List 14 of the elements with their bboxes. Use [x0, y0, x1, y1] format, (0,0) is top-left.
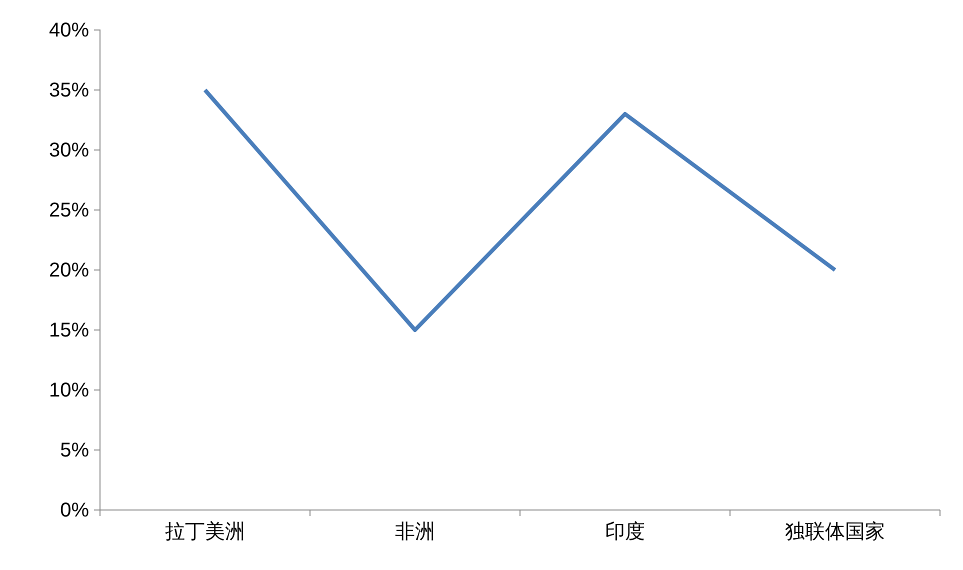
- y-tick-label: 0%: [60, 499, 90, 522]
- x-tick-label: 非洲: [395, 519, 435, 544]
- y-tick-label: 10%: [48, 379, 90, 402]
- x-tick-label: 拉丁美洲: [165, 519, 245, 544]
- y-tick-label: 20%: [48, 259, 90, 282]
- y-tick-label: 5%: [60, 439, 90, 462]
- y-tick-label: 35%: [48, 79, 90, 102]
- line-series: [203, 88, 837, 332]
- y-tick-label: 15%: [48, 319, 90, 342]
- x-tick-label: 印度: [605, 519, 645, 544]
- x-tick-label: 独联体国家: [785, 519, 885, 544]
- y-tick-label: 25%: [48, 199, 90, 222]
- y-tick-label: 40%: [48, 19, 90, 42]
- y-tick-label: 30%: [48, 139, 90, 162]
